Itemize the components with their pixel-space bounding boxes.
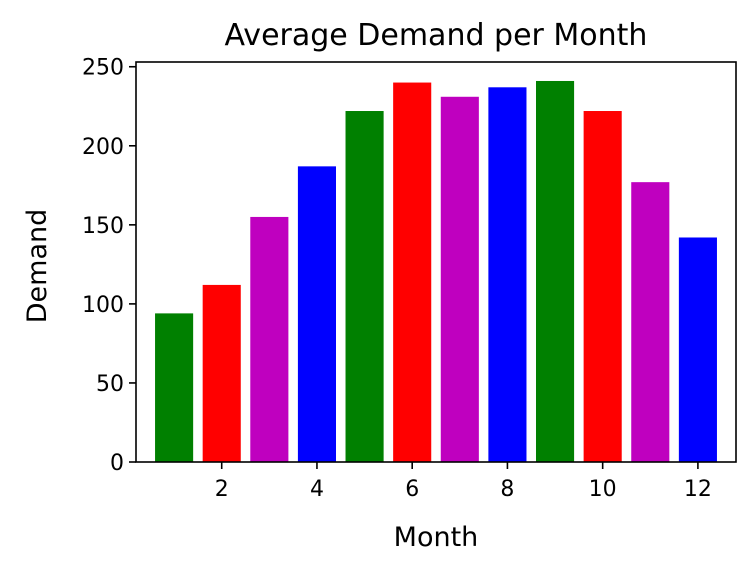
y-tick-label-250: 250	[82, 56, 124, 81]
bar-month-12	[678, 237, 717, 462]
chart-title: Average Demand per Month	[225, 18, 648, 53]
x-tick-label-8: 8	[500, 477, 514, 502]
bar-month-6	[393, 82, 432, 463]
y-tick-label-100: 100	[82, 293, 124, 318]
bar-month-3	[250, 216, 289, 462]
bar-month-1	[155, 313, 194, 462]
x-tick-label-2: 2	[215, 477, 229, 502]
bar-month-11	[631, 182, 670, 462]
x-tick-label-12: 12	[684, 477, 712, 502]
bar-month-10	[583, 111, 622, 462]
bar-month-8	[488, 87, 527, 463]
plot-frame	[135, 61, 737, 463]
bar-month-5	[345, 111, 384, 462]
y-tick-label-0: 0	[110, 451, 124, 476]
bar-month-9	[536, 80, 575, 462]
y-tick-label-200: 200	[82, 135, 124, 160]
x-axis-label: Month	[394, 522, 479, 553]
bar-month-7	[440, 96, 479, 462]
x-tick-label-4: 4	[310, 477, 324, 502]
bars-group	[155, 80, 717, 463]
y-axis-ticks: 0 50 100 150 200 250	[82, 56, 136, 476]
x-tick-label-10: 10	[589, 477, 617, 502]
bar-month-4	[297, 166, 336, 462]
x-tick-label-6: 6	[405, 477, 419, 502]
x-axis-ticks: 2 4 6 8 10 12	[215, 462, 712, 502]
y-tick-label-150: 150	[82, 214, 124, 239]
bar-month-2	[202, 284, 241, 462]
y-axis-label: Demand	[22, 209, 53, 324]
y-tick-label-50: 50	[96, 372, 124, 397]
